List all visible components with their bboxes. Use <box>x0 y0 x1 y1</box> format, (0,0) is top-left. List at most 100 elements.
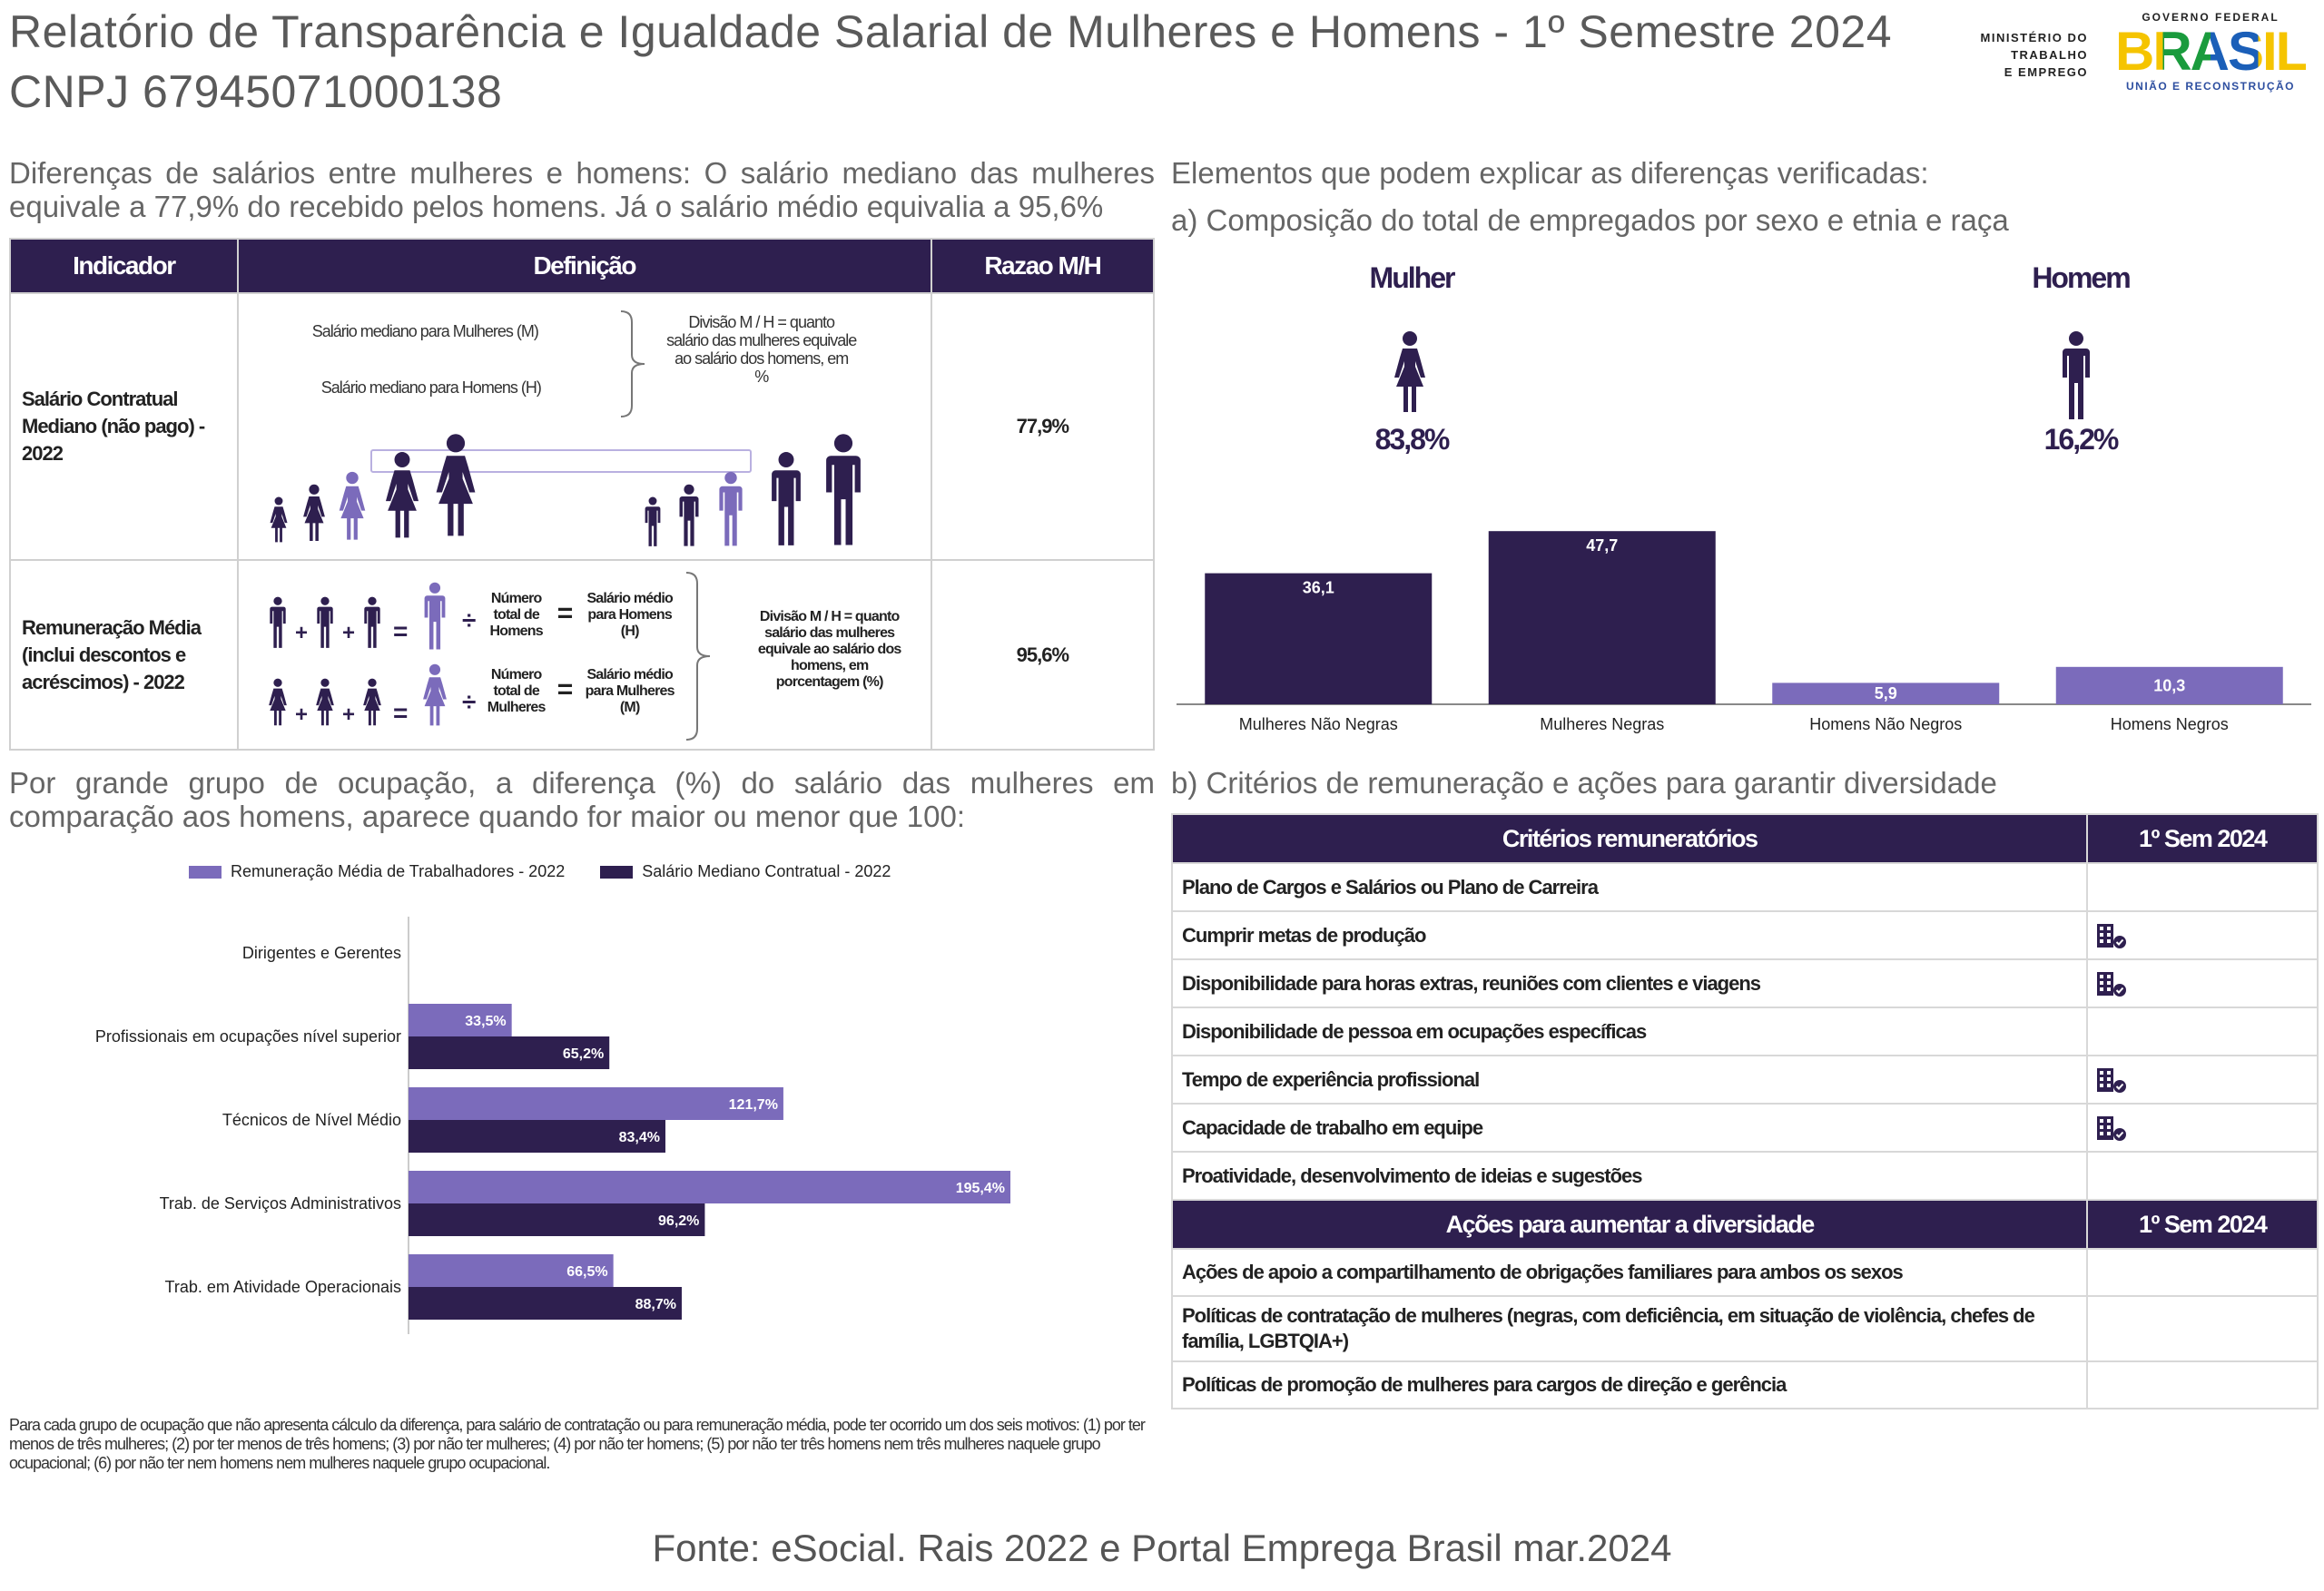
criteria-label: Proatividade, desenvolvimento de ideias … <box>1170 1151 2089 1201</box>
gov-logo-top: GOVERNO FEDERAL <box>2142 11 2280 24</box>
man-icon <box>2063 331 2090 419</box>
occupation-label-trab-em-atividade-operacionais-median: 88,7% <box>635 1297 676 1312</box>
legend-label-median: Salário Mediano Contratual - 2022 <box>642 862 891 880</box>
composition-bar-mulheres-nao-negras <box>1205 573 1433 704</box>
occupation-label-tecnicos-de-nivel-medio-average: 121,7% <box>729 1097 778 1113</box>
action-semester-cell <box>2086 1295 2319 1362</box>
occupation-category-tecnicos-de-nivel-medio: Técnicos de Nível Médio <box>222 1111 401 1129</box>
average-definition: + + = ÷ Número total de Homens = Salário… <box>236 559 932 751</box>
composition-value-mulheres-nao-negras: 36,1 <box>1303 579 1334 597</box>
occupation-category-dirigentes-e-gerentes: Dirigentes e Gerentes <box>242 944 401 962</box>
occupation-label-tecnicos-de-nivel-medio-median: 83,4% <box>619 1130 660 1145</box>
gov-logo-bottom: UNIÃO E RECONSTRUÇÃO <box>2125 80 2295 93</box>
gov-logo-word: BRASIL <box>2115 21 2309 82</box>
legend-item-median: Salário Mediano Contratual - 2022 <box>600 862 891 880</box>
median-definition: Salário mediano para Mulheres (M) Salári… <box>236 292 932 561</box>
occupation-category-profissionais-em-ocupacoes-nivel-superior: Profissionais em ocupações nível superio… <box>95 1027 401 1046</box>
company-check-icon <box>2097 1115 2128 1142</box>
occupation-chart-title: Por grande grupo de ocupação, a diferenç… <box>9 766 1155 833</box>
criteria-header-semester: 1º Sem 2024 <box>2086 813 2319 864</box>
criteria-semester-cell <box>2086 910 2319 960</box>
legend-swatch-average <box>189 866 222 879</box>
action-semester-cell <box>2086 1360 2319 1409</box>
company-check-icon <box>2097 922 2128 949</box>
footnote: Para cada grupo de ocupação que não apre… <box>9 1416 1146 1472</box>
occupation-label-profissionais-em-ocupacoes-nivel-superior-median: 65,2% <box>563 1046 604 1062</box>
median-people-icons <box>270 434 861 546</box>
legend-label-average: Remuneração Média de Trabalhadores - 202… <box>231 862 566 880</box>
svg-text:+: + <box>342 621 355 645</box>
composition-bar-homens-nao-negros <box>1772 683 2000 704</box>
composition-subtitle: a) Composição do total de empregados por… <box>1171 203 2009 237</box>
composition-bar-mulheres-negras <box>1488 531 1716 704</box>
average-total-men: Número total de Homens <box>489 591 544 639</box>
occupation-legend: Remuneração Média de Trabalhadores - 202… <box>189 862 891 881</box>
criteria-semester-cell <box>2086 1055 2319 1105</box>
occupation-bar-profissionais-em-ocupacoes-nivel-superior-median <box>409 1036 610 1069</box>
average-men-formula-icons: + + = ÷ <box>270 582 476 650</box>
header-indicador: Indicador <box>9 238 239 294</box>
criteria-header: Critérios remuneratórios 1º Sem 2024 <box>1170 813 2319 864</box>
actions-header-semester: 1º Sem 2024 <box>2086 1199 2319 1250</box>
criteria-label: Cumprir metas de produção <box>1170 910 2089 960</box>
ministry-logo: MINISTÉRIO DO TRABALHO E EMPREGO <box>1980 31 2088 79</box>
average-salary-women: Salário médio para Mulheres (M) <box>585 667 675 715</box>
average-total-women: Número total de Mulheres <box>487 667 547 715</box>
average-women-formula-icons: + + = ÷ <box>268 663 476 727</box>
indicator-table: Indicador Definição Razao M/H Salário Co… <box>9 238 1156 751</box>
header-razao: Razao M/H <box>930 238 1156 294</box>
composition-value-homens-nao-negros: 5,9 <box>1875 684 1897 702</box>
criteria-title: b) Critérios de remuneração e ações para… <box>1171 766 1997 800</box>
indicator-row-median: Salário Contratual Mediano (não pago) - … <box>9 292 1156 561</box>
average-label: Remuneração Média (inclui descontos e ac… <box>9 559 239 751</box>
legend-swatch-median <box>600 866 634 879</box>
occupation-bar-trab-em-atividade-operacionais-median <box>409 1287 682 1320</box>
cnpj: CNPJ 67945071000138 <box>9 66 503 117</box>
action-semester-cell <box>2086 1248 2319 1297</box>
equals-sign-men: = <box>556 598 574 628</box>
composition-value-homens-negros: 10,3 <box>2153 676 2185 694</box>
indicator-row-average: Remuneração Média (inclui descontos e ac… <box>9 559 1156 751</box>
criteria-row: Capacidade de trabalho em equipe <box>1170 1103 2319 1153</box>
median-division-text: Divisão M / H = quanto salário das mulhe… <box>666 313 857 386</box>
criteria-semester-cell <box>2086 958 2319 1008</box>
indicator-table-header: Indicador Definição Razao M/H <box>9 238 1156 294</box>
occupation-category-trab-de-servicos-administrativos: Trab. de Serviços Administrativos <box>160 1194 401 1213</box>
criteria-label: Plano de Cargos e Salários ou Plano de C… <box>1170 862 2089 912</box>
occupation-bar-trab-de-servicos-administrativos-average <box>409 1171 1010 1203</box>
men-percentage: 16,2% <box>2043 423 2120 456</box>
composition-value-mulheres-negras: 47,7 <box>1586 536 1618 555</box>
average-salary-men: Salário médio para Homens (H) <box>586 591 673 639</box>
median-women-text: Salário mediano para Mulheres (M) <box>311 322 539 340</box>
criteria-row: Cumprir metas de produção <box>1170 910 2319 960</box>
occupation-category-trab-em-atividade-operacionais: Trab. em Atividade Operacionais <box>165 1278 401 1296</box>
median-label: Salário Contratual Mediano (não pago) - … <box>9 292 239 561</box>
criteria-semester-cell <box>2086 862 2319 912</box>
average-brace <box>685 572 710 741</box>
criteria-row: Plano de Cargos e Salários ou Plano de C… <box>1170 862 2319 912</box>
svg-text:=: = <box>393 699 408 727</box>
criteria-label: Disponibilidade para horas extras, reuni… <box>1170 958 2089 1008</box>
occupation-bar-chart: Dirigentes e Gerentes Profissionais em oc… <box>95 917 1010 1334</box>
header-definicao: Definição <box>236 238 932 294</box>
median-brace <box>620 310 645 417</box>
occupation-bar-profissionais-em-ocupacoes-nivel-superior-average <box>409 1004 512 1036</box>
median-men-text: Salário mediano para Homens (H) <box>320 378 542 397</box>
composition-bar-chart: 36,1 Mulheres Não Negras 47,7 Mulheres Negr… <box>1177 531 2311 733</box>
svg-text:+: + <box>295 621 308 645</box>
report-title: Relatório de Transparência e Igualdade S… <box>9 6 1893 57</box>
criteria-semester-cell <box>2086 1151 2319 1201</box>
women-percentage: 83,8% <box>1374 423 1451 456</box>
composition-category-mulheres-negras: Mulheres Negras <box>1540 715 1664 733</box>
actions-header-label: Ações para aumentar a diversidade <box>1170 1199 2089 1250</box>
legend-item-average: Remuneração Média de Trabalhadores - 202… <box>189 862 565 880</box>
criteria-table: Critérios remuneratórios 1º Sem 2024 Pla… <box>1170 813 2319 1409</box>
occupation-label-trab-em-atividade-operacionais-average: 66,5% <box>566 1264 607 1280</box>
composition-bar-homens-negros <box>2055 666 2283 704</box>
svg-text:+: + <box>342 702 355 727</box>
occupation-bar-trab-em-atividade-operacionais-average <box>409 1254 614 1287</box>
company-check-icon <box>2097 970 2128 997</box>
company-check-icon <box>2097 1066 2128 1094</box>
composition-category-homens-negros: Homens Negros <box>2111 715 2229 733</box>
svg-text:÷: ÷ <box>462 688 476 716</box>
